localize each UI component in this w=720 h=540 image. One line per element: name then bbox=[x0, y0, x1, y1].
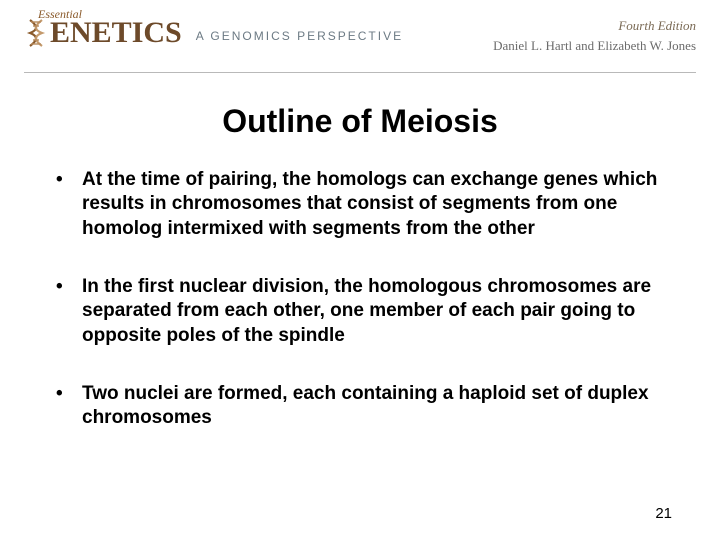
edition-text: Fourth Edition bbox=[493, 18, 696, 34]
list-item: At the time of pairing, the homologs can… bbox=[48, 168, 672, 241]
slide-header: Essential ENETICS A GENOMICS PERSPECTIVE… bbox=[0, 0, 720, 72]
page-number: 21 bbox=[655, 505, 672, 522]
dna-g-icon bbox=[24, 18, 48, 48]
brand-subtitle: A GENOMICS PERSPECTIVE bbox=[196, 29, 403, 48]
logo-block: Essential ENETICS bbox=[24, 8, 182, 48]
header-right: Fourth Edition Daniel L. Hartl and Eliza… bbox=[493, 8, 696, 54]
slide-content: Outline of Meiosis At the time of pairin… bbox=[0, 73, 720, 431]
list-item: In the first nuclear division, the homol… bbox=[48, 275, 672, 348]
logo-main-text: ENETICS bbox=[24, 18, 182, 48]
slide-title: Outline of Meiosis bbox=[48, 103, 672, 140]
list-item: Two nuclei are formed, each containing a… bbox=[48, 382, 672, 431]
brand-rest: ENETICS bbox=[50, 18, 182, 48]
brand-block: Essential ENETICS A GENOMICS PERSPECTIVE bbox=[24, 8, 403, 48]
authors-text: Daniel L. Hartl and Elizabeth W. Jones bbox=[493, 38, 696, 54]
bullet-list: At the time of pairing, the homologs can… bbox=[48, 168, 672, 431]
